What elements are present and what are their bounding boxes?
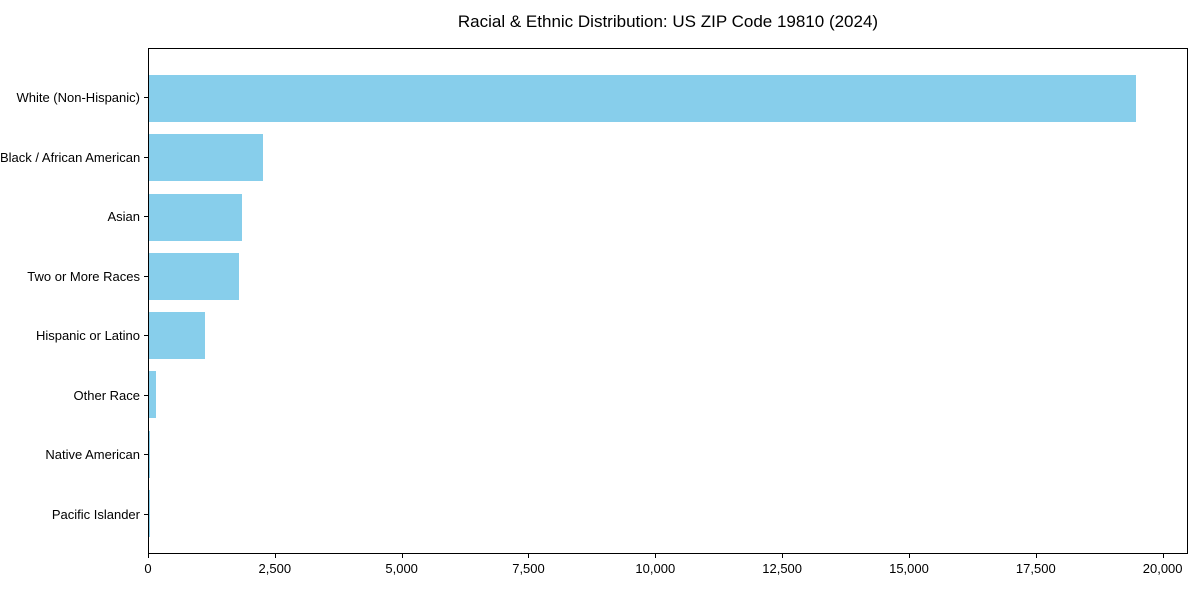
x-tick-label-17-500: 17,500 [1015,561,1056,576]
bar-other-race [149,371,157,419]
x-tick-mark [908,554,910,558]
y-tick-mark [144,216,148,218]
x-axis: 0 2,500 5,000 7,500 10,000 12,500 15,000 17,500… [144,554,1188,584]
bar-row [149,128,1187,187]
y-tick-mark [144,454,148,456]
x-tick-label-2-500: 2,500 [258,561,292,576]
bar-white-non-hispanic [149,75,1137,123]
y-axis-label-hispanic-or-latino: Hispanic or Latino [35,328,140,344]
y-axis-label-row: Hispanic or Latino [0,306,148,366]
y-axis-label-two-or-more-races: Two or More Races [27,268,140,284]
bar-row [149,306,1187,365]
x-tick-label-12-500: 12,500 [762,561,803,576]
y-tick-mark [144,156,148,158]
bar-black-african-american [149,134,264,182]
bar-row [149,484,1187,543]
y-axis-label-pacific-islander: Pacific Islander [51,506,140,522]
plot-area [148,48,1188,554]
y-axis-label-row: Black / African American [0,128,148,188]
bar-pacific-islander [149,489,150,537]
x-tick-label-7-500: 7,500 [512,561,545,576]
chart-title: Racial & Ethnic Distribution: US ZIP Cod… [457,12,879,31]
y-axis-label-row: Other Race [0,366,148,426]
y-axis-label-other-race: Other Race [73,387,140,403]
x-tick-mark [1035,554,1037,558]
y-axis-label-asian: Asian [107,209,140,225]
y-tick-mark [144,335,148,337]
x-tick-mark [274,554,276,558]
y-tick-mark [144,394,148,396]
x-tick-label-5-000: 5,000 [385,561,418,576]
bar-row [149,425,1187,484]
bar-row [149,69,1187,128]
x-tick-label-20-000: 20,000 [1142,561,1183,576]
y-tick-mark [144,97,148,99]
y-axis-label-row: Pacific Islander [0,485,148,545]
x-tick-mark [782,554,784,558]
x-tick-mark [528,554,530,558]
y-tick-mark [144,513,148,515]
x-tick-mark [1162,554,1164,558]
bar-hispanic-or-latino [149,312,206,360]
bar-row [149,188,1187,247]
y-axis-label-black-african-american: Black / African American [0,149,141,165]
x-tick-mark [401,554,403,558]
x-tick-mark [148,554,149,558]
x-tick-label-15-000: 15,000 [889,561,929,576]
y-axis-label-row: Two or More Races [0,247,148,307]
x-tick-mark [655,554,657,558]
y-axis-label-row: Asian [0,187,148,247]
bar-row [149,365,1187,424]
x-tick-label-10-000: 10,000 [635,561,676,576]
bar-two-or-more-races [149,252,240,300]
y-axis-label-row: Native American [0,425,148,485]
bar-asian [149,193,242,241]
y-axis-label-native-american: Native American [45,447,140,463]
y-tick-mark [144,275,148,277]
bar-row [149,247,1187,306]
x-tick-label-0: 0 [144,561,152,576]
y-axis-label-white-non-hispanic: White (Non-Hispanic) [16,90,140,106]
bar-native-american [149,430,150,478]
y-axis-labels: White (Non-Hispanic) Black / African Amer… [0,48,148,554]
bars-container [149,49,1187,553]
y-axis-label-row: White (Non-Hispanic) [0,68,148,128]
